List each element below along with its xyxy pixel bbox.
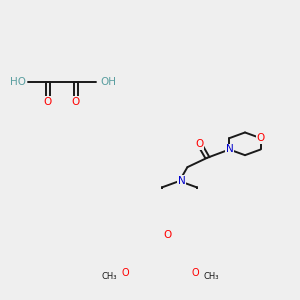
Text: O: O: [192, 268, 199, 278]
Text: N: N: [178, 176, 185, 186]
Text: O: O: [122, 268, 129, 278]
Text: N: N: [226, 145, 233, 154]
Text: CH₃: CH₃: [102, 272, 117, 281]
Text: HO: HO: [10, 77, 26, 87]
Text: O: O: [163, 230, 172, 240]
Text: CH₃: CH₃: [204, 272, 219, 281]
Text: O: O: [44, 97, 52, 107]
Text: O: O: [256, 133, 265, 143]
Text: O: O: [195, 139, 203, 149]
Text: O: O: [72, 97, 80, 107]
Text: OH: OH: [100, 77, 116, 87]
